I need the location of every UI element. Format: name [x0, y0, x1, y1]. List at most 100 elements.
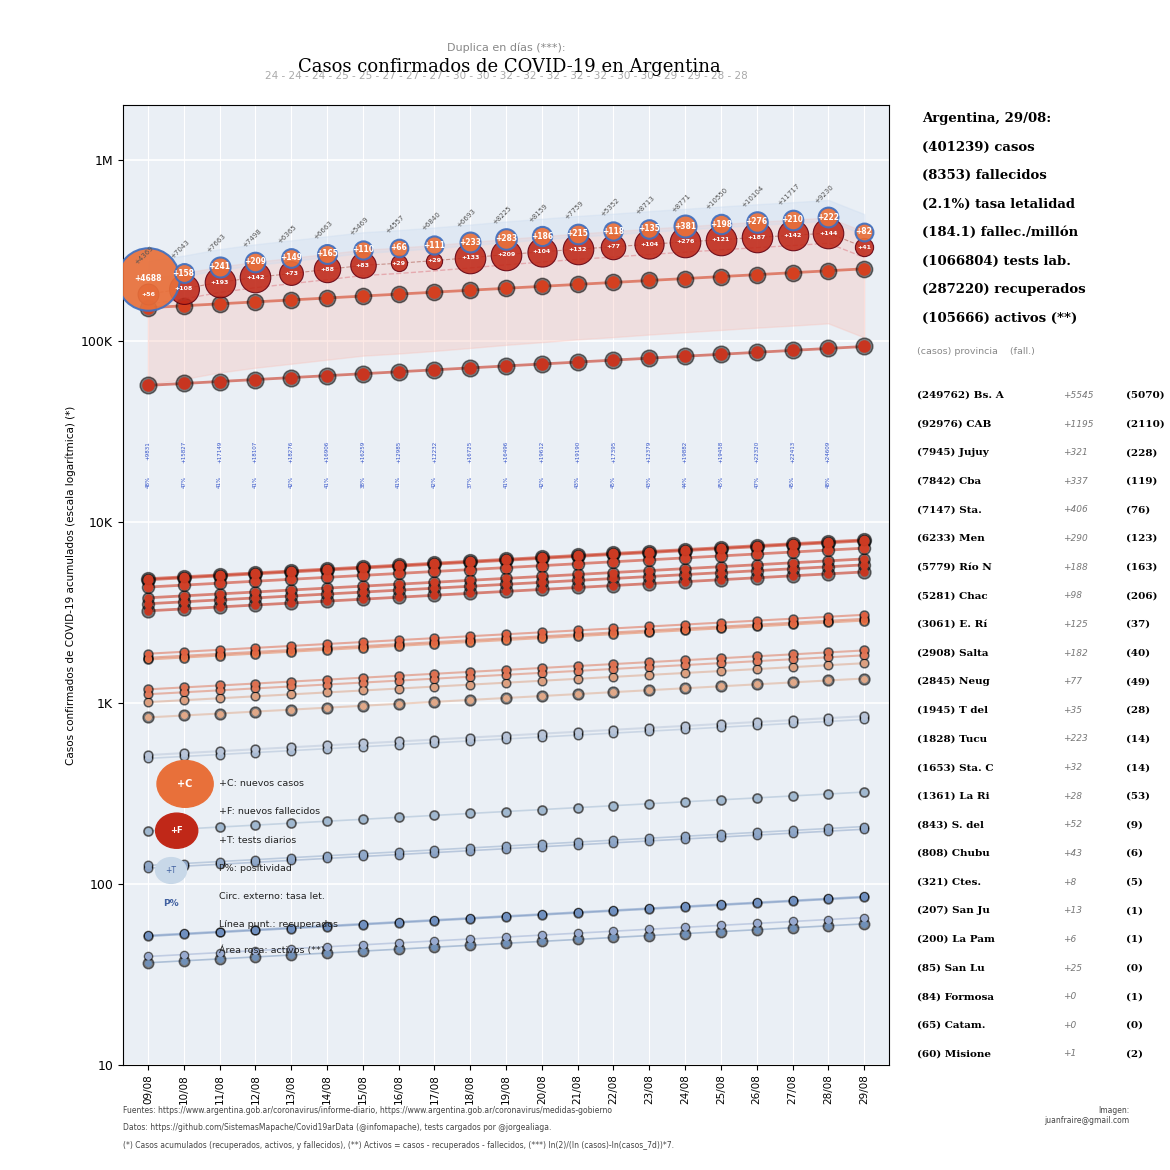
- Text: (1): (1): [1126, 992, 1143, 1002]
- Text: +18276: +18276: [289, 441, 294, 463]
- Text: (85) San Lu: (85) San Lu: [917, 964, 985, 972]
- Text: (14): (14): [1126, 735, 1150, 743]
- Text: +10550: +10550: [706, 187, 729, 211]
- Text: +16725: +16725: [468, 441, 473, 463]
- Text: 24 - 24 - 24 - 25 - 25 - 27 - 27 - 27 - 30 - 30 - 32 - 32 - 32 - 32 - 32 - 30 - : 24 - 24 - 24 - 25 - 25 - 27 - 27 - 27 - …: [264, 71, 748, 82]
- Text: +22413: +22413: [790, 441, 794, 463]
- Text: 45%: 45%: [718, 475, 723, 488]
- Text: +233: +233: [459, 238, 481, 247]
- Text: (7945) Jujuy: (7945) Jujuy: [917, 448, 989, 457]
- Text: (1): (1): [1126, 935, 1143, 944]
- Text: +7498: +7498: [241, 228, 262, 249]
- Text: +83: +83: [356, 263, 370, 268]
- Text: 43%: 43%: [647, 475, 652, 488]
- Text: (9): (9): [1126, 820, 1142, 830]
- Text: 45%: 45%: [611, 475, 615, 488]
- Text: +7663: +7663: [206, 233, 227, 254]
- Text: +9831: +9831: [145, 441, 151, 460]
- Text: 41%: 41%: [324, 475, 330, 488]
- Text: (53): (53): [1126, 792, 1150, 800]
- Text: (287220) recuperados: (287220) recuperados: [922, 283, 1086, 296]
- Text: +142: +142: [784, 233, 801, 238]
- Text: +6: +6: [1062, 935, 1076, 944]
- Text: (5779) Río N: (5779) Río N: [917, 563, 991, 572]
- Text: +276: +276: [745, 218, 768, 226]
- Text: +4369: +4369: [133, 245, 154, 266]
- Text: (5): (5): [1126, 878, 1142, 887]
- Text: +16259: +16259: [360, 441, 365, 463]
- Text: +F: +F: [171, 826, 183, 835]
- Text: 41%: 41%: [253, 475, 257, 488]
- Text: (0): (0): [1126, 964, 1143, 972]
- Text: 41%: 41%: [397, 475, 401, 488]
- Text: +41: +41: [858, 245, 872, 249]
- Text: (2845) Neug: (2845) Neug: [917, 677, 990, 687]
- Text: +210: +210: [782, 215, 804, 225]
- Text: (2.1%) tasa letalidad: (2.1%) tasa letalidad: [922, 198, 1075, 211]
- Text: +17149: +17149: [218, 441, 222, 463]
- Text: +381: +381: [674, 222, 696, 230]
- Text: +C: +C: [178, 779, 193, 789]
- Text: +19458: +19458: [718, 441, 723, 463]
- Text: (40): (40): [1126, 648, 1150, 658]
- Text: (123): (123): [1126, 534, 1157, 543]
- Text: +1: +1: [1062, 1049, 1076, 1059]
- Text: +108: +108: [174, 287, 193, 291]
- Text: 48%: 48%: [145, 475, 151, 488]
- Text: Argentina, 29/08:: Argentina, 29/08:: [922, 112, 1051, 125]
- Text: +C: nuevos casos: +C: nuevos casos: [219, 779, 304, 789]
- Text: +52: +52: [1062, 820, 1082, 830]
- Text: +5352: +5352: [599, 198, 620, 219]
- Text: +132: +132: [569, 247, 587, 252]
- Text: (249762) Bs. A: (249762) Bs. A: [917, 391, 1004, 400]
- Text: +24609: +24609: [826, 441, 831, 463]
- Text: +142: +142: [246, 275, 264, 280]
- Text: (6): (6): [1126, 849, 1143, 858]
- Text: +4688: +4688: [135, 274, 161, 283]
- Text: +283: +283: [495, 234, 517, 243]
- Text: 37%: 37%: [468, 475, 473, 488]
- Text: +17395: +17395: [611, 441, 615, 463]
- Text: (321) Ctes.: (321) Ctes.: [917, 878, 980, 887]
- Text: Imagen:
juanfraire@gmail.com: Imagen: juanfraire@gmail.com: [1044, 1106, 1129, 1126]
- Text: (163): (163): [1126, 563, 1157, 572]
- Text: +209: +209: [497, 252, 515, 257]
- Text: (105666) activos (**): (105666) activos (**): [922, 311, 1078, 325]
- Text: +4557: +4557: [385, 214, 406, 235]
- Text: (0): (0): [1126, 1020, 1143, 1030]
- Text: +29: +29: [427, 259, 441, 263]
- Circle shape: [156, 813, 198, 848]
- Text: P%: P%: [164, 899, 179, 908]
- Text: +8225: +8225: [493, 205, 512, 226]
- Text: +135: +135: [639, 225, 660, 233]
- Text: +12379: +12379: [647, 441, 652, 463]
- Text: +8713: +8713: [635, 194, 656, 215]
- Text: 41%: 41%: [503, 475, 509, 488]
- Text: +188: +188: [1062, 563, 1087, 572]
- Text: Área rosa: activos (**): Área rosa: activos (**): [219, 945, 324, 955]
- Text: +19882: +19882: [682, 441, 688, 463]
- Text: +7759: +7759: [564, 199, 585, 220]
- Text: +118: +118: [603, 227, 625, 235]
- Text: +11717: +11717: [777, 183, 801, 207]
- Text: (7842) Cba: (7842) Cba: [917, 476, 980, 486]
- Text: (2908) Salta: (2908) Salta: [917, 648, 989, 658]
- Text: +18107: +18107: [253, 441, 257, 463]
- Text: (65) Catam.: (65) Catam.: [917, 1020, 985, 1030]
- Circle shape: [157, 760, 213, 807]
- Text: +6693: +6693: [456, 208, 477, 229]
- Text: (92976) CAB: (92976) CAB: [917, 420, 991, 428]
- Text: +0: +0: [1062, 1020, 1076, 1030]
- Text: 42%: 42%: [289, 475, 294, 488]
- Text: +16906: +16906: [324, 441, 330, 463]
- Text: +35: +35: [1062, 706, 1082, 715]
- Text: 43%: 43%: [576, 475, 580, 488]
- Text: (228): (228): [1126, 448, 1157, 457]
- Text: +5545: +5545: [1062, 391, 1093, 400]
- Text: +77: +77: [606, 245, 620, 249]
- Text: +19190: +19190: [576, 441, 580, 463]
- Text: (2): (2): [1126, 1049, 1143, 1059]
- Text: (1653) Sta. C: (1653) Sta. C: [917, 763, 993, 772]
- Text: (207) San Ju: (207) San Ju: [917, 907, 990, 915]
- Text: (8353) fallecidos: (8353) fallecidos: [922, 170, 1047, 183]
